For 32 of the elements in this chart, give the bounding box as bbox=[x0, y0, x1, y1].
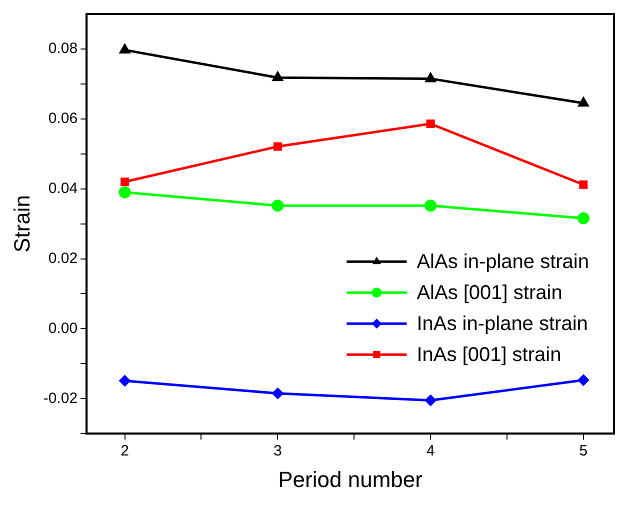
point bbox=[579, 180, 588, 189]
point bbox=[424, 200, 437, 212]
point bbox=[424, 394, 437, 406]
point bbox=[120, 178, 130, 186]
point bbox=[272, 387, 284, 400]
point bbox=[577, 374, 590, 386]
legend-label: AlAs in-plane strain bbox=[416, 251, 590, 274]
y-axis-title: Strain bbox=[9, 195, 34, 253]
x-tick-label: 4 bbox=[426, 442, 435, 460]
x-axis-title: Period number bbox=[278, 466, 422, 492]
point bbox=[426, 120, 435, 128]
x-tick-label: 5 bbox=[579, 442, 588, 460]
point bbox=[424, 72, 437, 82]
point bbox=[272, 200, 284, 212]
x-tick-label: 2 bbox=[120, 442, 129, 460]
y-tick-label: -0.02 bbox=[43, 390, 78, 407]
legend-label: AlAs [001] strain bbox=[416, 282, 562, 304]
y-tick-label: 0.04 bbox=[48, 180, 78, 197]
y-tick-label: 0.08 bbox=[48, 40, 78, 58]
point bbox=[577, 212, 590, 224]
point bbox=[118, 374, 131, 387]
point bbox=[577, 96, 590, 107]
point bbox=[118, 43, 131, 54]
point bbox=[273, 142, 282, 151]
legend-label: InAs in-plane strain bbox=[416, 313, 588, 336]
legend-label: InAs [001] strain bbox=[416, 344, 562, 366]
y-tick-label: 0.00 bbox=[48, 320, 78, 337]
point bbox=[118, 186, 131, 198]
point bbox=[272, 70, 284, 82]
x-tick-label: 3 bbox=[274, 442, 282, 460]
y-tick-label: 0.06 bbox=[48, 110, 78, 128]
y-tick-label: 0.02 bbox=[48, 250, 78, 267]
